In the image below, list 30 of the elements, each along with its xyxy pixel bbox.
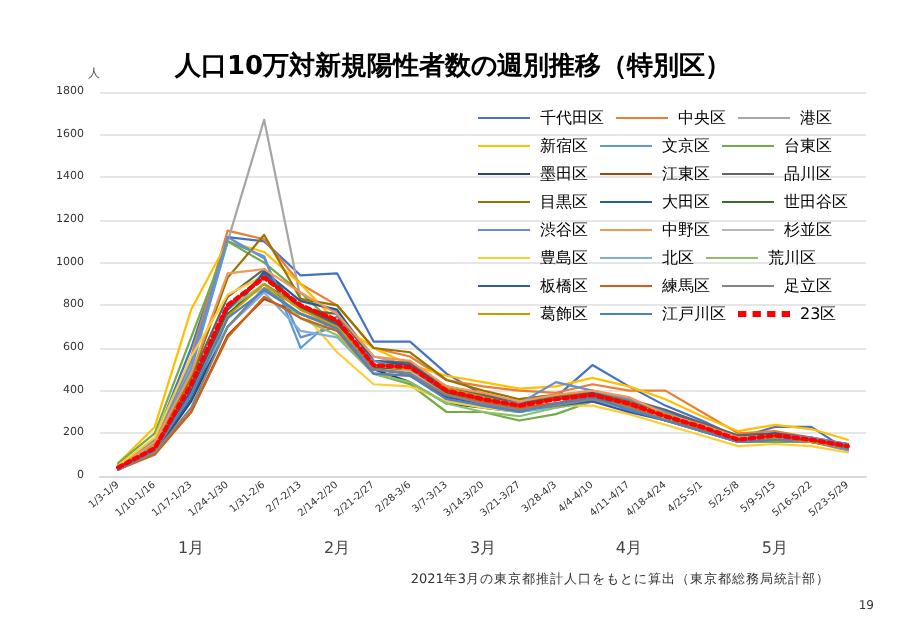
legend-label: 練馬区 xyxy=(660,277,710,295)
legend-label: 台東区 xyxy=(784,137,832,155)
legend-label: 新宿区 xyxy=(540,137,588,155)
legend-label: 目黒区 xyxy=(540,193,588,211)
text: 4月 xyxy=(615,539,642,557)
legend-label: 23区 xyxy=(800,305,837,323)
legend-label: 渋谷区 xyxy=(540,221,588,239)
legend-label: 江戸川区 xyxy=(662,305,726,323)
legend-label: 板橋区 xyxy=(538,277,588,295)
legend-label: 中央区 xyxy=(678,109,726,127)
legend-label: 港区 xyxy=(800,109,832,127)
legend-label: 墨田区 xyxy=(540,165,588,183)
legend-label: 世田谷区 xyxy=(784,193,848,211)
legend-label: 荒川区 xyxy=(768,249,816,267)
legend-label: 品川区 xyxy=(784,165,832,183)
legend-label: 江東区 xyxy=(662,165,710,183)
legend-label: 大田区 xyxy=(662,193,710,211)
legend-label: 文京区 xyxy=(662,137,710,155)
legend-label: 豊島区 xyxy=(540,249,588,267)
legend-label: 杉並区 xyxy=(782,221,832,239)
chart-title: 人口10万対新規陽性者数の週別推移（特別区） xyxy=(172,50,732,82)
legend-label: 千代田区 xyxy=(540,109,604,127)
legend-label: 北区 xyxy=(662,249,694,267)
text: 5月 xyxy=(761,539,788,557)
text: 1月 xyxy=(178,539,205,557)
legend-label: 葛飾区 xyxy=(540,305,588,323)
legend-label: 足立区 xyxy=(784,277,832,295)
legend-label: 中野区 xyxy=(662,221,710,239)
text: 2月 xyxy=(324,539,351,557)
text: 3月 xyxy=(469,539,497,557)
